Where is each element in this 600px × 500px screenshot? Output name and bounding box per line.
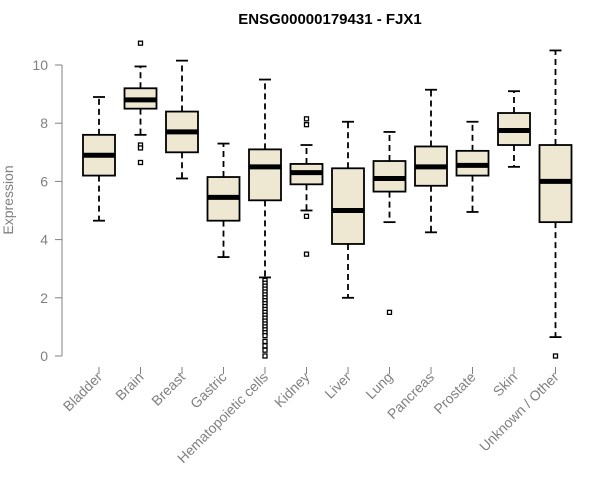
y-axis: 0 2 4 6 8 10	[32, 57, 63, 364]
outlier-point	[137, 159, 144, 166]
outlier-point	[137, 145, 144, 151]
outlier-point	[552, 353, 559, 359]
x-tick-label: Brain	[112, 369, 146, 403]
y-tick-label: 0	[40, 348, 48, 364]
box-group	[248, 78, 282, 359]
box-group	[497, 90, 531, 168]
outlier-point	[386, 309, 393, 316]
y-tick-label: 8	[40, 115, 48, 131]
x-tick-label: Breast	[148, 369, 188, 409]
outlier-point	[262, 347, 268, 353]
box-group	[414, 88, 448, 234]
box-group	[82, 96, 116, 222]
x-tick-label: Lung	[362, 369, 395, 402]
box-group	[165, 59, 199, 180]
plot-area	[82, 40, 573, 359]
y-axis-label: Expression	[0, 165, 16, 234]
outlier-point	[137, 40, 144, 46]
outlier-point	[303, 251, 310, 257]
box-group	[289, 116, 324, 257]
box-iqr	[248, 148, 282, 202]
x-tick-label: Prostate	[430, 369, 478, 417]
y-tick-label: 4	[40, 232, 48, 248]
outlier-point	[262, 353, 268, 359]
chart-title: ENSG00000179431 - FJX1	[238, 11, 421, 28]
box-group	[123, 40, 158, 166]
outlier-point	[303, 213, 310, 219]
y-tick-label: 2	[40, 290, 48, 306]
outlier-point	[262, 343, 268, 349]
x-tick-label: Liver	[321, 369, 354, 402]
x-tick-label: Skin	[490, 369, 521, 400]
outlier-point	[303, 122, 310, 128]
box-group	[331, 120, 365, 299]
box-group	[455, 120, 490, 213]
box-group	[206, 142, 241, 258]
outlier-point	[262, 338, 268, 345]
y-tick-label: 6	[40, 173, 48, 189]
x-tick-label: Unknown / Other	[476, 369, 562, 455]
box-group	[538, 49, 573, 359]
outlier-point	[262, 332, 268, 339]
x-tick-label: Kidney	[271, 369, 313, 411]
y-tick-label: 10	[32, 57, 48, 73]
outlier-point	[303, 116, 310, 122]
x-tick-label: Bladder	[60, 369, 106, 415]
box-group	[372, 131, 407, 316]
box-iqr	[331, 167, 365, 245]
